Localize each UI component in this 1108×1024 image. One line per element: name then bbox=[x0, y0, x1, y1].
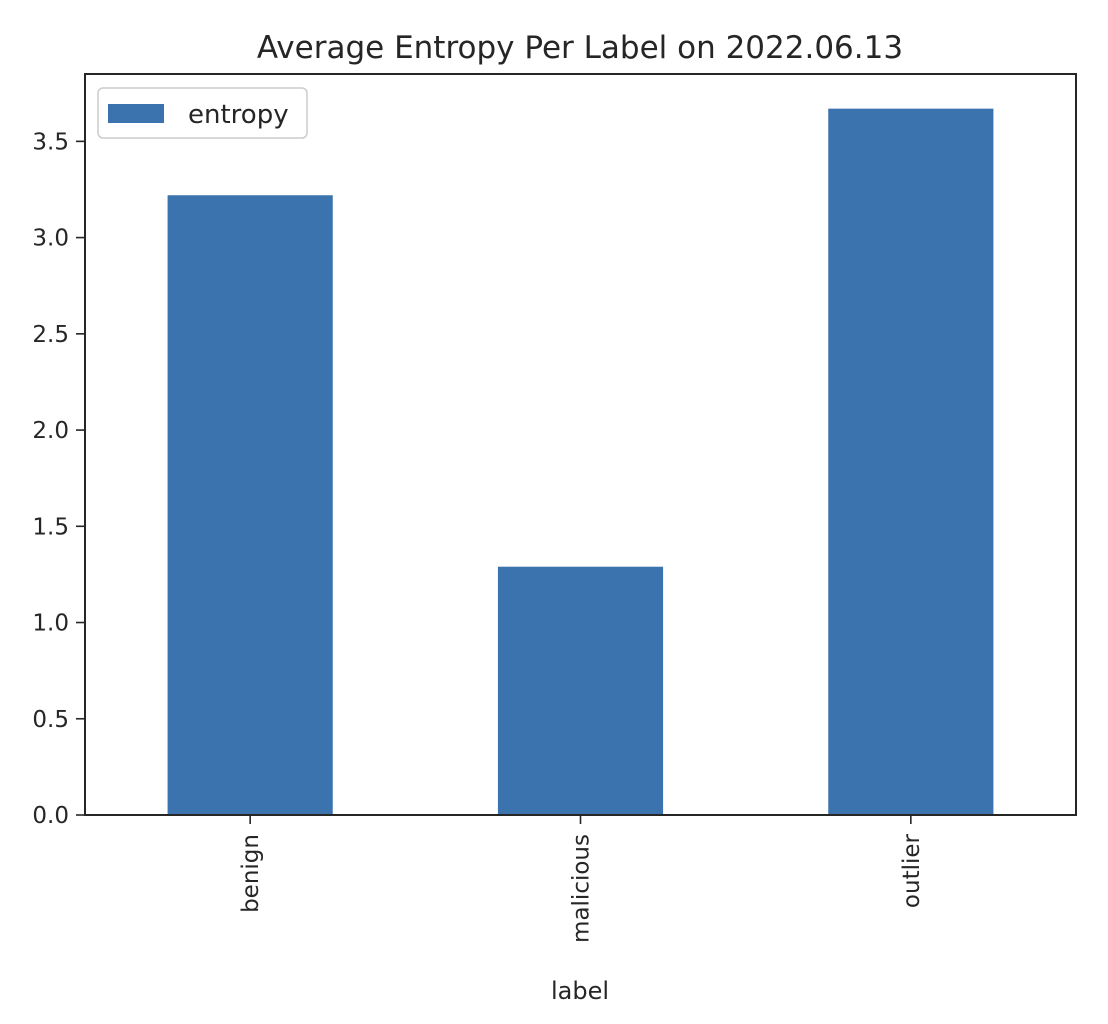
plot-frame bbox=[84, 73, 1077, 816]
bar-malicious bbox=[497, 566, 664, 815]
bars-layer bbox=[167, 108, 994, 816]
legend-swatch bbox=[108, 104, 164, 123]
chart-title: Average Entropy Per Label on 2022.06.13 bbox=[257, 30, 903, 66]
x-axis: benign malicious outlier bbox=[238, 815, 925, 943]
legend: entropy bbox=[97, 87, 308, 139]
y-tick-label: 1.5 bbox=[32, 514, 69, 540]
y-tick-label: 2.5 bbox=[32, 322, 69, 348]
y-tick-label: 3.5 bbox=[32, 129, 69, 155]
x-tick-label-malicious: malicious bbox=[569, 834, 595, 943]
x-axis-label: label bbox=[551, 977, 609, 1005]
x-tick-label-outlier: outlier bbox=[899, 833, 925, 908]
y-axis: 0.0 0.5 1.0 1.5 2.0 2.5 3.0 3.5 bbox=[32, 129, 85, 829]
x-tick-label-benign: benign bbox=[238, 834, 264, 913]
bar-benign bbox=[167, 195, 333, 816]
y-tick-label: 1.0 bbox=[32, 611, 69, 637]
y-tick-label: 3.0 bbox=[32, 226, 69, 252]
legend-label: entropy bbox=[188, 100, 289, 130]
y-tick-label: 0.0 bbox=[32, 803, 69, 829]
y-tick-label: 2.0 bbox=[32, 418, 69, 444]
y-tick-label: 0.5 bbox=[32, 707, 69, 733]
bar-outlier bbox=[828, 108, 994, 815]
legend-box bbox=[97, 87, 308, 139]
